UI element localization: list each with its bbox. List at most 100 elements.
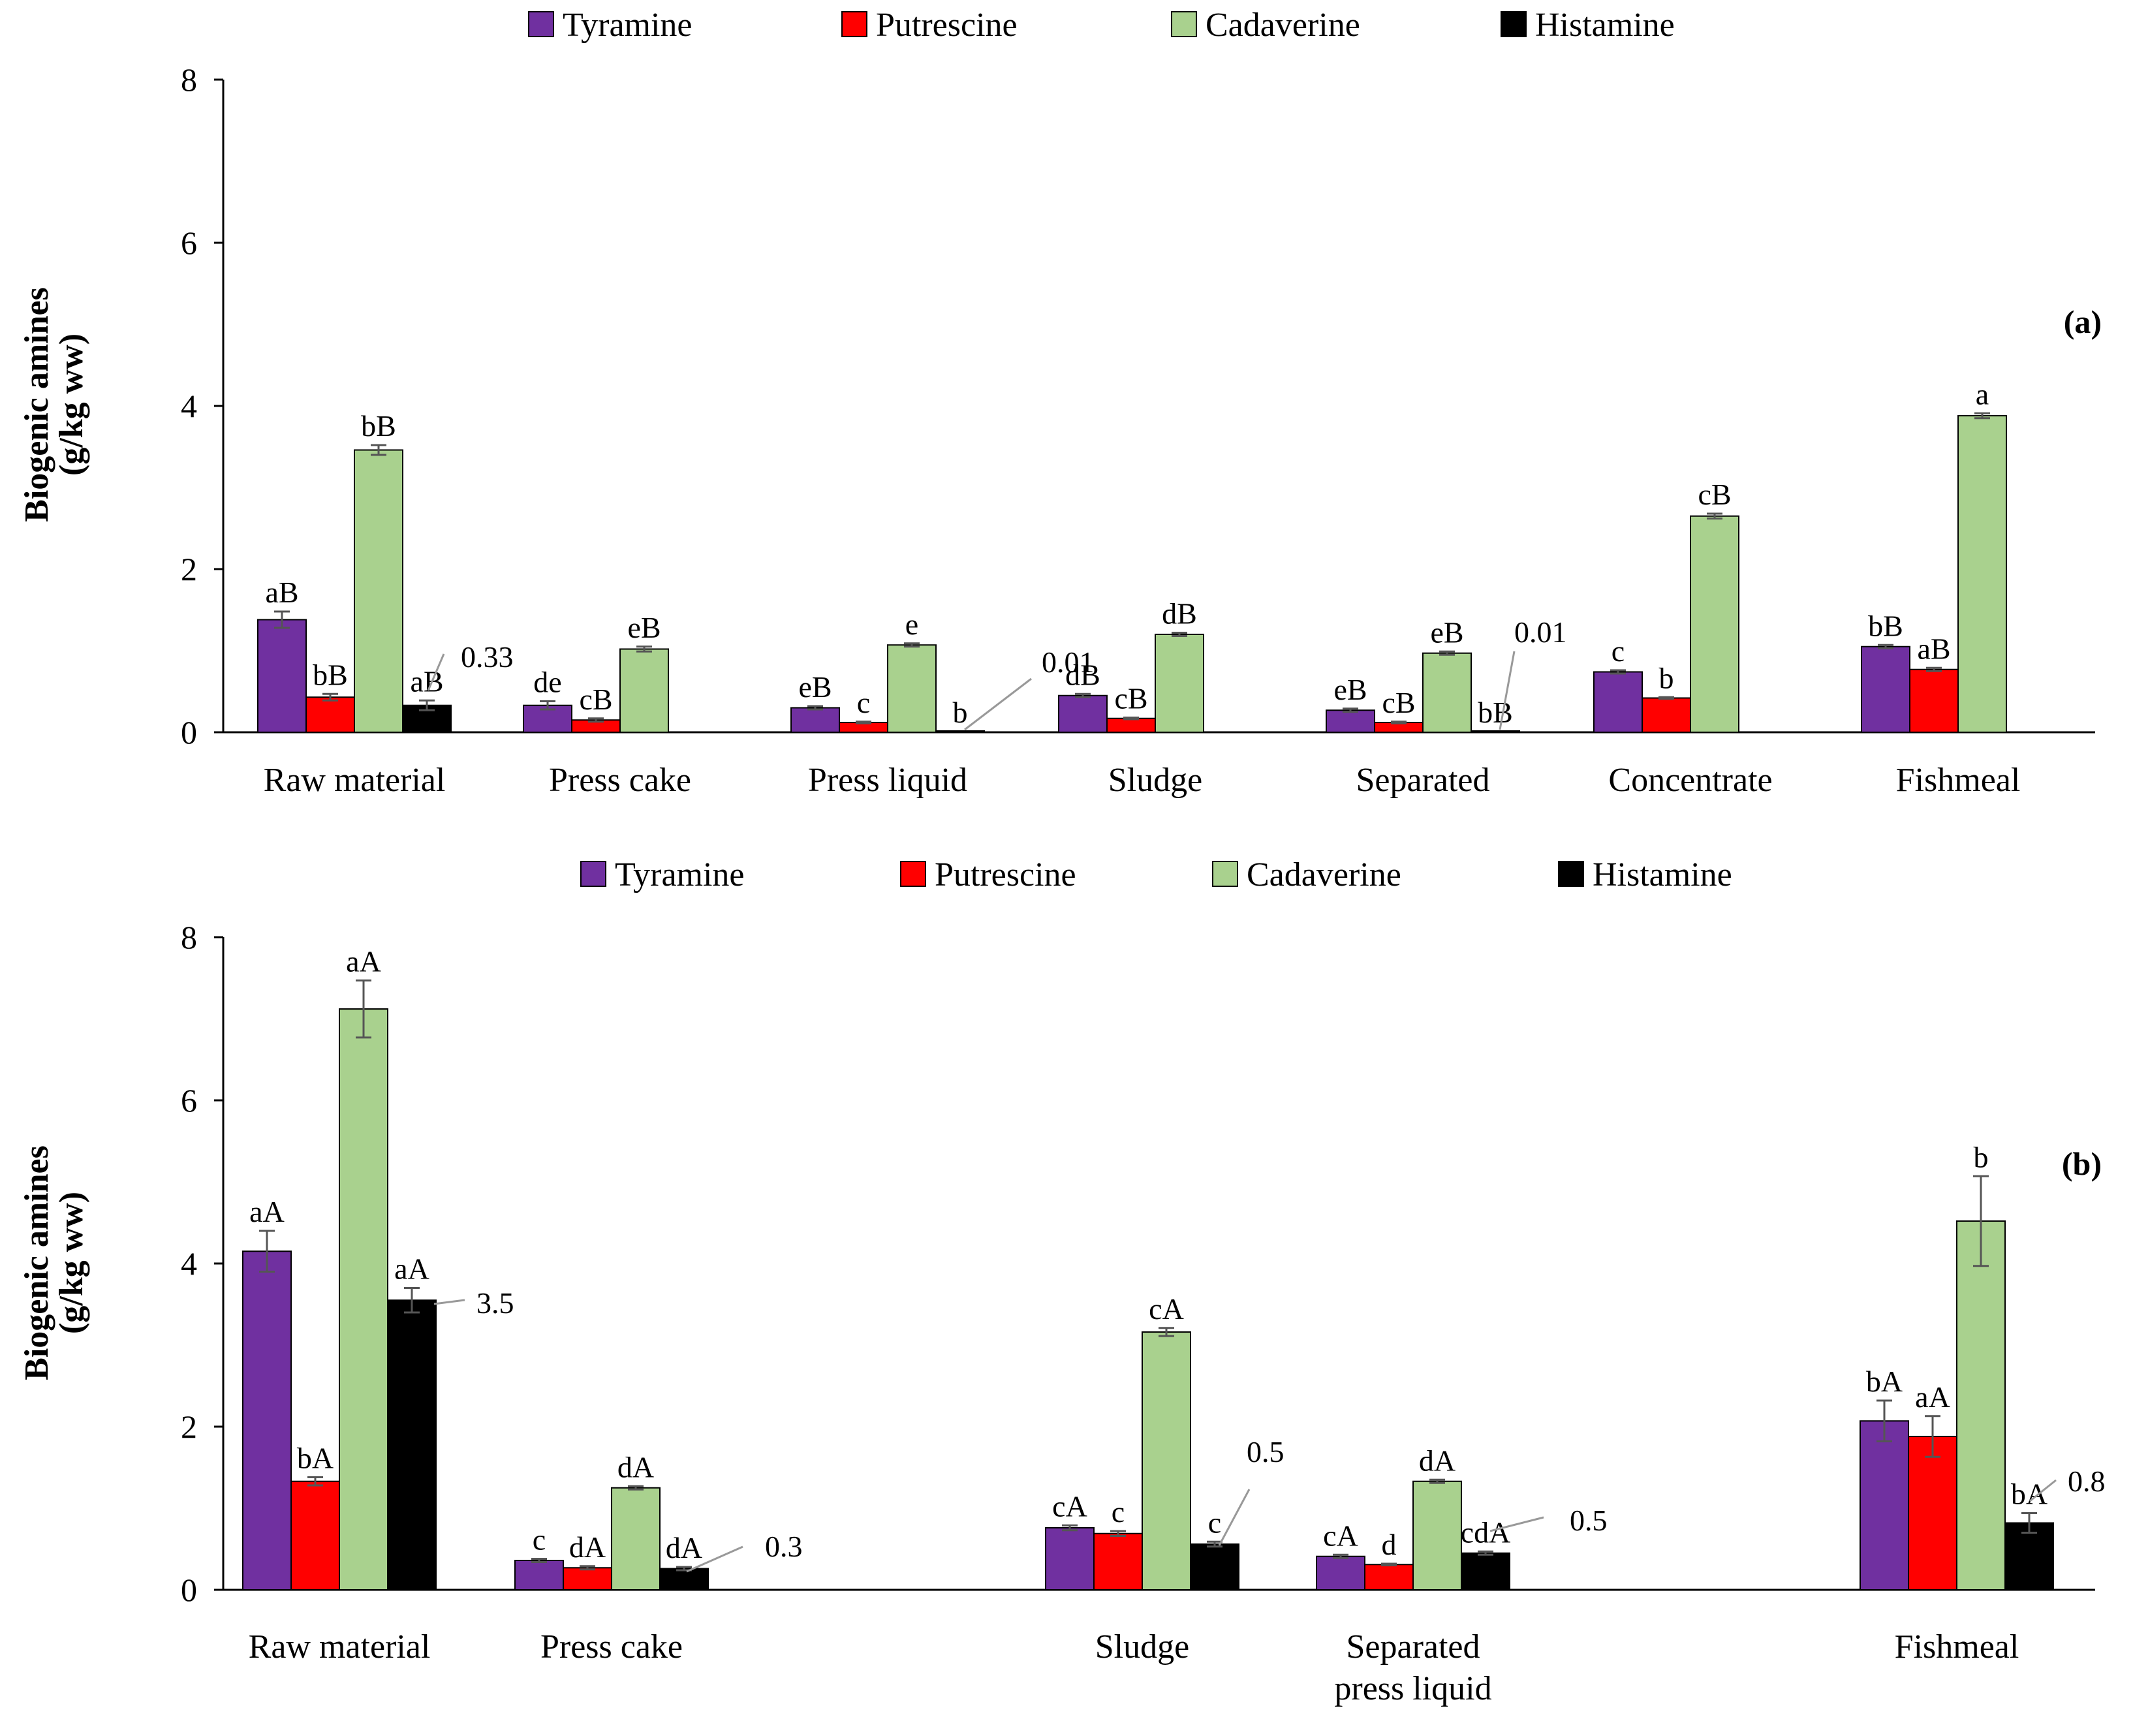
significance-label: eB bbox=[627, 611, 661, 644]
legend-swatch-tyramine bbox=[580, 861, 606, 887]
bar-histamine bbox=[659, 1568, 709, 1590]
significance-label: eB bbox=[798, 670, 832, 704]
significance-label: cB bbox=[1698, 478, 1731, 511]
bar-tyramine bbox=[242, 1250, 292, 1590]
y-axis-title: Biogenic amines bbox=[18, 287, 55, 522]
significance-label: de bbox=[533, 666, 561, 699]
category-label: Sludge bbox=[1095, 1628, 1189, 1666]
bar-tyramine bbox=[1860, 1420, 1909, 1590]
bar-tyramine bbox=[1861, 645, 1910, 733]
significance-label: aB bbox=[410, 664, 443, 698]
legend-swatch-putrescine bbox=[841, 11, 867, 37]
panel-label: (a) bbox=[2064, 303, 2102, 340]
value-callout: 0.5 bbox=[1570, 1504, 1608, 1537]
callout-leader bbox=[433, 1299, 465, 1305]
significance-label: cdA bbox=[1461, 1515, 1511, 1549]
category-label: Sludge bbox=[1108, 762, 1202, 799]
significance-label: cA bbox=[1052, 1489, 1087, 1523]
significance-label: bA bbox=[297, 1442, 334, 1475]
value-callout: 0.01 bbox=[1514, 615, 1567, 649]
bar-putrescine bbox=[1364, 1564, 1414, 1590]
legend-label-putrescine: Putrescine bbox=[935, 856, 1076, 893]
bar-tyramine bbox=[790, 707, 840, 733]
significance-label: aA bbox=[346, 944, 381, 978]
callout-leader bbox=[2029, 1479, 2057, 1502]
bar-putrescine bbox=[1642, 697, 1691, 733]
bar-putrescine bbox=[1106, 717, 1156, 733]
y-tick-label: 8 bbox=[181, 61, 197, 98]
legend-label-cadaverine: Cadaverine bbox=[1247, 856, 1401, 893]
significance-label: c bbox=[857, 686, 870, 719]
bar-histamine bbox=[2004, 1522, 2054, 1590]
category-label: Press cake bbox=[540, 1628, 683, 1666]
legend-label-histamine: Histamine bbox=[1535, 7, 1675, 44]
significance-label: dB bbox=[1065, 658, 1100, 691]
bar-histamine bbox=[387, 1299, 437, 1590]
significance-label: aA bbox=[1915, 1380, 1950, 1414]
callout-leader bbox=[964, 677, 1032, 731]
panel-label: (b) bbox=[2062, 1145, 2102, 1182]
significance-label: dB bbox=[1162, 597, 1197, 630]
significance-label: c bbox=[1208, 1506, 1221, 1539]
category-label: Raw material bbox=[249, 1628, 431, 1666]
bar-tyramine bbox=[1316, 1555, 1365, 1590]
bar-cadaverine bbox=[1142, 1331, 1191, 1590]
y-tick-label: 6 bbox=[181, 225, 197, 261]
y-axis-title: Biogenic amines bbox=[18, 1145, 55, 1380]
significance-label: aB bbox=[1917, 632, 1950, 665]
bar-putrescine bbox=[1093, 1532, 1143, 1590]
y-tick-label: 4 bbox=[181, 388, 197, 424]
significance-label: bB bbox=[1478, 696, 1513, 729]
bar-putrescine bbox=[563, 1567, 612, 1590]
bar-tyramine bbox=[1593, 671, 1643, 733]
bar-histamine bbox=[1190, 1543, 1239, 1590]
significance-label: cB bbox=[579, 683, 612, 716]
bar-histamine bbox=[1471, 730, 1520, 733]
significance-label: bA bbox=[1866, 1365, 1903, 1398]
bar-putrescine bbox=[305, 696, 355, 733]
callout-leader bbox=[1499, 651, 1516, 730]
legend-swatch-tyramine bbox=[528, 11, 554, 37]
significance-label: b bbox=[953, 696, 968, 729]
legend-label-tyramine: Tyramine bbox=[615, 856, 745, 893]
significance-label: dA bbox=[1419, 1444, 1456, 1477]
y-tick-label: 0 bbox=[181, 714, 197, 751]
value-callout: 0.3 bbox=[765, 1530, 803, 1563]
significance-label: aA bbox=[394, 1252, 429, 1286]
significance-label: b bbox=[1659, 661, 1674, 694]
y-tick-label: 8 bbox=[181, 919, 197, 955]
bar-cadaverine bbox=[1155, 634, 1204, 733]
y-tick-label: 2 bbox=[181, 1408, 197, 1445]
bar-tyramine bbox=[1326, 709, 1375, 733]
significance-label: e bbox=[905, 608, 918, 641]
category-label: Separated bbox=[1356, 762, 1489, 799]
significance-label: c bbox=[533, 1523, 546, 1557]
significance-label: bB bbox=[361, 409, 396, 442]
callout-leader bbox=[427, 653, 445, 691]
bar-cadaverine bbox=[1956, 1220, 2006, 1590]
legend-label-cadaverine: Cadaverine bbox=[1206, 7, 1360, 44]
bar-putrescine bbox=[1908, 1436, 1957, 1590]
value-callout: 0.33 bbox=[461, 640, 514, 674]
y-axis-title-units: (g/kg ww) bbox=[53, 333, 90, 476]
bar-putrescine bbox=[1909, 668, 1959, 733]
significance-label: bB bbox=[313, 658, 348, 691]
legend-label-tyramine: Tyramine bbox=[563, 7, 693, 44]
y-tick-label: 0 bbox=[181, 1572, 197, 1608]
significance-label: aA bbox=[249, 1195, 285, 1228]
bar-cadaverine bbox=[354, 449, 403, 733]
significance-label: cA bbox=[1149, 1292, 1184, 1325]
bar-tyramine bbox=[514, 1560, 564, 1590]
value-callout: 3.5 bbox=[476, 1286, 514, 1320]
category-label: Fishmeal bbox=[1896, 762, 2021, 799]
significance-label: dA bbox=[569, 1530, 606, 1564]
legend-swatch-histamine bbox=[1501, 11, 1527, 37]
bar-histamine bbox=[935, 730, 985, 733]
significance-label: cB bbox=[1114, 682, 1147, 715]
significance-label: d bbox=[1382, 1528, 1397, 1561]
y-axis-title-units: (g/kg ww) bbox=[53, 1192, 90, 1334]
bar-cadaverine bbox=[1957, 415, 2007, 733]
category-label: Press cake bbox=[549, 762, 691, 799]
legend-label-histamine: Histamine bbox=[1593, 856, 1732, 893]
bar-cadaverine bbox=[619, 648, 669, 733]
